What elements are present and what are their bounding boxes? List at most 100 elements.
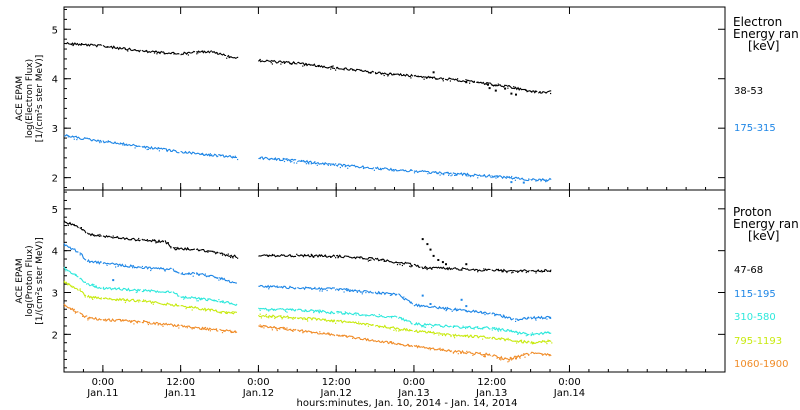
proton-data-point bbox=[512, 271, 514, 273]
proton-data-point bbox=[271, 285, 273, 287]
proton-data-point bbox=[548, 332, 550, 334]
proton-data-point bbox=[431, 268, 433, 270]
electron-data-point bbox=[314, 161, 316, 163]
proton-data-point bbox=[361, 293, 363, 295]
electron-series-line bbox=[64, 41, 552, 94]
electron-data-point bbox=[327, 67, 329, 69]
proton-data-point bbox=[496, 357, 498, 359]
proton-data-point bbox=[425, 267, 427, 269]
electron-data-point bbox=[494, 84, 496, 86]
proton-data-point bbox=[291, 309, 293, 311]
proton-data-point bbox=[477, 271, 479, 273]
electron-data-point bbox=[119, 142, 122, 144]
electron-data-point bbox=[291, 160, 293, 163]
electron-data-point bbox=[379, 167, 382, 169]
electron-data-point bbox=[290, 161, 292, 163]
electron-outlier-point bbox=[515, 93, 517, 96]
proton-data-point bbox=[515, 320, 517, 322]
electron-data-point bbox=[429, 76, 431, 78]
electron-data-point bbox=[155, 50, 157, 52]
electron-data-point bbox=[327, 164, 329, 166]
proton-data-point bbox=[94, 296, 96, 298]
proton-data-point bbox=[484, 314, 486, 316]
proton-data-point bbox=[230, 256, 232, 259]
proton-data-point bbox=[482, 338, 484, 340]
proton-data-point bbox=[116, 298, 118, 300]
electron-data-point bbox=[528, 178, 530, 180]
proton-data-point bbox=[304, 318, 306, 320]
proton-data-point bbox=[514, 340, 516, 342]
electron-data-point bbox=[518, 87, 520, 90]
proton-data-point bbox=[336, 334, 338, 336]
proton-data-point bbox=[285, 310, 287, 312]
proton-data-point bbox=[359, 257, 361, 259]
electron-data-point bbox=[228, 56, 230, 59]
x-tick-date: Jan.11 bbox=[164, 388, 196, 399]
proton-data-point bbox=[531, 332, 533, 334]
proton-data-point bbox=[446, 267, 448, 269]
proton-data-point bbox=[93, 284, 95, 286]
proton-data-point bbox=[84, 296, 86, 298]
electron-data-point bbox=[218, 154, 220, 156]
electron-data-point bbox=[494, 176, 496, 178]
electron-data-point bbox=[174, 150, 176, 152]
proton-data-point bbox=[146, 321, 148, 323]
proton-data-point bbox=[506, 358, 508, 360]
proton-data-point bbox=[389, 328, 391, 330]
proton-data-point bbox=[87, 319, 89, 321]
proton-data-point bbox=[445, 310, 447, 312]
proton-data-point bbox=[469, 334, 471, 336]
proton-data-point bbox=[441, 334, 444, 336]
proton-data-point bbox=[362, 258, 365, 260]
proton-data-point bbox=[308, 287, 310, 289]
electron-outlier-point bbox=[522, 181, 525, 184]
proton-data-point bbox=[460, 352, 462, 354]
proton-data-point bbox=[212, 250, 214, 252]
proton-data-point bbox=[89, 261, 91, 263]
proton-data-point bbox=[237, 257, 239, 259]
proton-data-point bbox=[400, 317, 402, 319]
electron-data-point bbox=[332, 65, 334, 67]
x-tick-time: 0:00 bbox=[92, 377, 114, 388]
electron-data-point bbox=[465, 173, 467, 175]
proton-data-point bbox=[304, 309, 306, 311]
proton-data-point bbox=[296, 253, 298, 255]
electron-data-point bbox=[434, 171, 436, 173]
proton-legend-title: [keV] bbox=[748, 229, 779, 243]
proton-data-point bbox=[275, 327, 277, 329]
proton-legend-item: 310-580 bbox=[734, 312, 776, 323]
electron-plot-frame bbox=[63, 6, 726, 191]
proton-data-point bbox=[369, 259, 371, 261]
electron-legend-title: [keV] bbox=[748, 39, 779, 53]
proton-data-point bbox=[517, 319, 519, 321]
proton-data-point bbox=[352, 289, 354, 291]
electron-data-point bbox=[202, 50, 204, 52]
proton-data-point bbox=[65, 270, 67, 272]
proton-data-point bbox=[354, 312, 356, 315]
proton-data-point bbox=[517, 333, 519, 335]
proton-legend-item: 47-68 bbox=[734, 265, 763, 276]
electron-data-point bbox=[106, 46, 108, 48]
proton-data-point bbox=[94, 286, 96, 288]
electron-data-point bbox=[309, 64, 311, 66]
proton-data-point bbox=[259, 324, 261, 326]
electron-data-point bbox=[291, 63, 293, 65]
proton-data-point bbox=[71, 285, 73, 287]
proton-data-point bbox=[175, 303, 177, 305]
proton-data-point bbox=[440, 325, 442, 327]
electron-data-point bbox=[226, 57, 228, 59]
proton-data-point bbox=[118, 287, 120, 289]
proton-data-point bbox=[126, 237, 128, 239]
proton-data-point bbox=[286, 327, 288, 329]
proton-data-point bbox=[268, 310, 270, 312]
proton-data-point bbox=[70, 308, 72, 310]
proton-data-point bbox=[348, 321, 350, 323]
proton-data-point bbox=[209, 310, 211, 312]
proton-data-point bbox=[452, 326, 454, 328]
electron-data-point bbox=[259, 58, 261, 61]
electron-data-point bbox=[545, 92, 547, 94]
electron-data-point bbox=[477, 81, 479, 83]
electron-data-point bbox=[269, 158, 271, 160]
proton-data-point bbox=[273, 326, 275, 328]
proton-data-point bbox=[265, 313, 267, 316]
